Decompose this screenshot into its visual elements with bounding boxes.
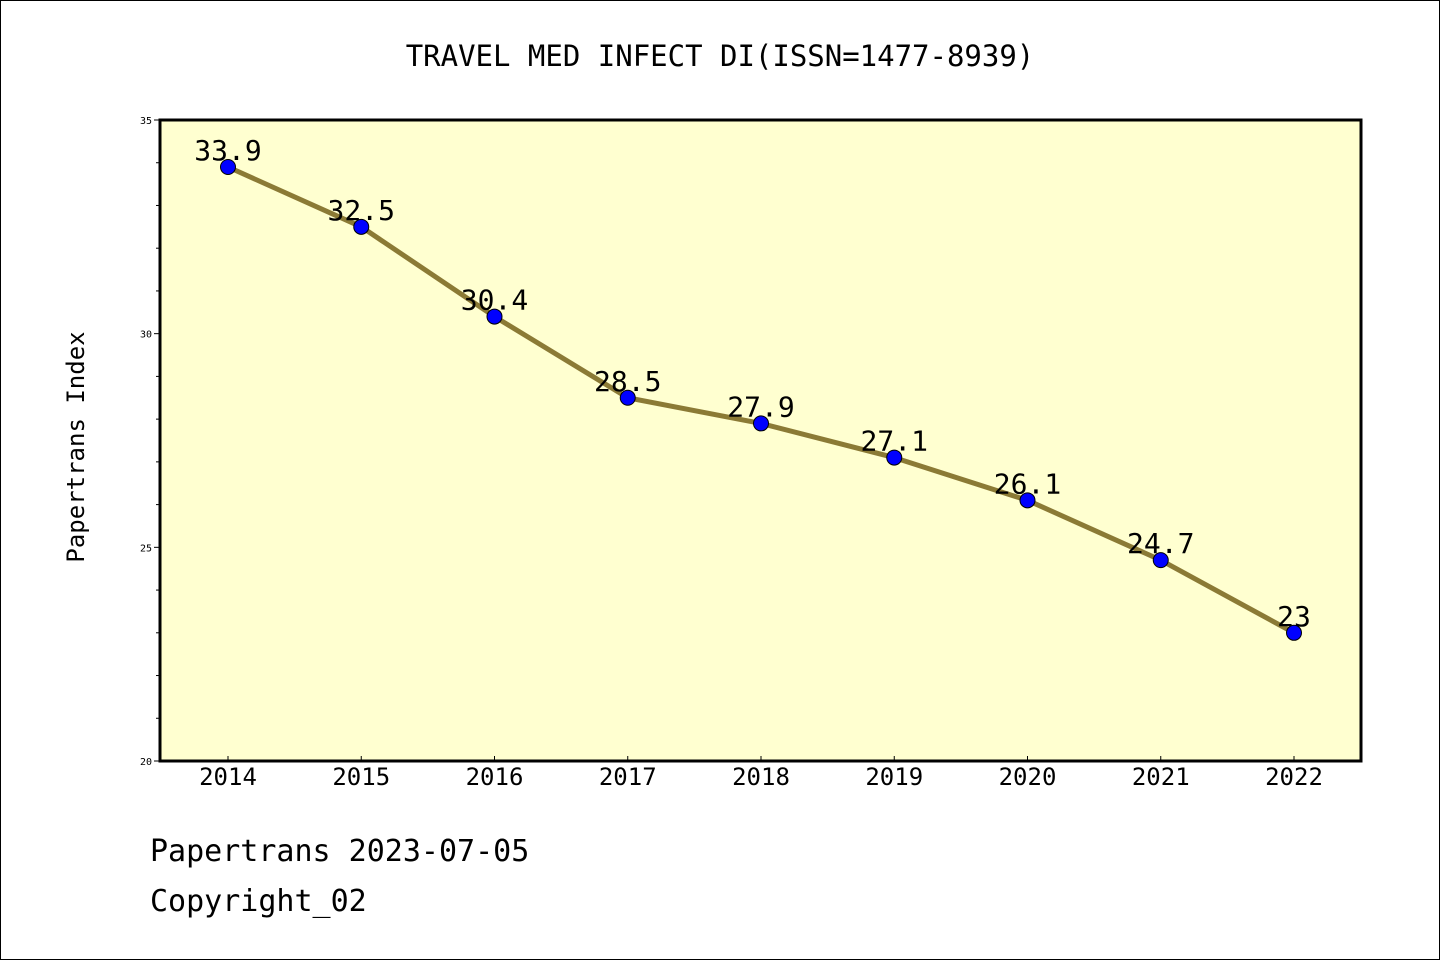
- data-point: [1152, 552, 1169, 569]
- data-label: 30.4: [461, 284, 528, 317]
- data-label: 24.7: [1127, 527, 1194, 560]
- data-point: [1286, 624, 1302, 641]
- data-label: 23: [1277, 600, 1311, 633]
- y-tick-label: 35: [140, 116, 152, 127]
- series-markers: [220, 159, 1302, 641]
- data-label: 26.1: [994, 467, 1061, 500]
- chart-title: TRAVEL MED INFECT DI(ISSN=1477-8939): [406, 39, 1035, 73]
- y-axis: 20 25 30 35: [140, 116, 160, 768]
- y-tick-label: 25: [140, 543, 152, 554]
- y-axis-label: Papertrans Index: [62, 331, 90, 562]
- data-point: [220, 159, 236, 176]
- footer-source: Papertrans 2023-07-05: [150, 834, 530, 869]
- data-point: [353, 218, 370, 235]
- x-tick-label: 2014: [199, 763, 257, 791]
- data-label: 28.5: [594, 365, 661, 398]
- data-label: 27.1: [861, 425, 928, 458]
- footer-copyright: Copyright_02: [150, 884, 367, 919]
- y-tick-label: 30: [140, 330, 152, 341]
- data-point: [1019, 492, 1036, 509]
- x-tick-label: 2020: [999, 763, 1057, 791]
- x-tick-label: 2016: [466, 763, 524, 791]
- x-axis: 2014 2015 2016 2017 2018 2019 2020 2021 2022: [199, 756, 1323, 791]
- data-label: 33.9: [194, 134, 261, 167]
- data-label: 32.5: [328, 194, 395, 227]
- x-tick-label: 2018: [732, 763, 790, 791]
- data-label: 27.9: [727, 390, 794, 423]
- x-tick-label: 2017: [599, 763, 657, 791]
- x-tick-label: 2022: [1265, 763, 1323, 791]
- x-tick-label: 2019: [865, 763, 923, 791]
- x-tick-label: 2021: [1132, 763, 1190, 791]
- data-point: [486, 308, 503, 325]
- data-labels: 33.9 32.5 30.4 28.5 27.9 27.1 26.1 24.7 23: [194, 134, 1311, 633]
- data-point: [886, 449, 903, 466]
- y-tick-label: 20: [140, 757, 152, 768]
- x-tick-label: 2015: [332, 763, 390, 791]
- data-point: [619, 389, 636, 406]
- data-point: [753, 415, 769, 432]
